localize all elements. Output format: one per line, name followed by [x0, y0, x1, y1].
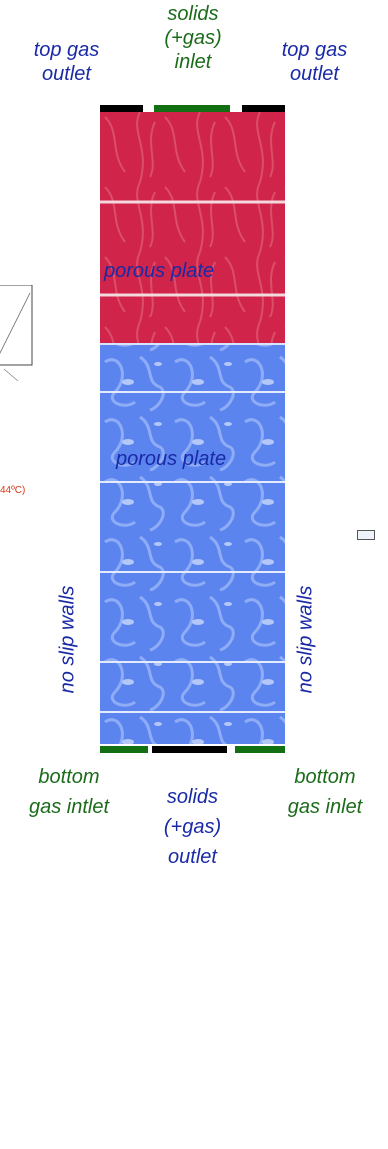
label-line: outlet: [290, 63, 339, 85]
top-right-outlet-label: top gas outlet: [262, 38, 367, 86]
label-line: gas intlet: [28, 796, 110, 818]
porous-plate-label-upper: porous plate: [104, 260, 215, 282]
label-line: bottom: [38, 766, 100, 788]
label-line: (+gas): [164, 27, 222, 49]
label-line: top gas: [33, 39, 100, 61]
top-left-outlet-label: top gas outlet: [14, 38, 119, 86]
porous-plate-label-lower: porous plate: [116, 448, 227, 470]
lower-dilute-region: [100, 344, 285, 744]
upper-dense-region: [100, 112, 285, 344]
label-line: (+gas): [163, 816, 222, 838]
bottom-left-inlet-label: bottom gas intlet: [4, 765, 134, 819]
top-inlet-bar: [154, 105, 230, 112]
label-line: top gas: [281, 39, 348, 61]
top-right-outlet-bar: [242, 105, 285, 112]
bottom-outlet-bar: [152, 746, 227, 753]
bottom-right-inlet-bar: [235, 746, 285, 753]
riser-column: [100, 112, 285, 744]
label-line: solids: [167, 3, 219, 25]
label-line: outlet: [168, 846, 217, 868]
wall-label-right: no slip walls: [294, 585, 317, 694]
label-line: gas inlet: [287, 796, 363, 818]
bottom-left-inlet-bar: [100, 746, 148, 753]
bottom-right-inlet-label: bottom gas inlet: [262, 765, 388, 819]
cropped-side-plot-fragment: [0, 285, 33, 382]
label-line: outlet: [42, 63, 91, 85]
top-left-outlet-bar: [100, 105, 143, 112]
wall-label-left: no slip walls: [56, 585, 79, 694]
cropped-side-text: 44ºC): [0, 485, 26, 496]
bottom-center-outlet-label: solids (+gas) outlet: [140, 782, 245, 872]
column-svg: [100, 112, 285, 744]
top-center-inlet-label: solids (+gas) inlet: [138, 2, 248, 74]
label-line: solids: [166, 786, 219, 808]
label-line: inlet: [174, 51, 212, 73]
cropped-side-box: [357, 530, 375, 540]
label-line: bottom: [294, 766, 356, 788]
